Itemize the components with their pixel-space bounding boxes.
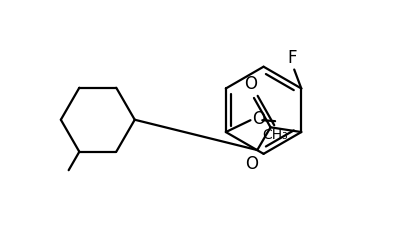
Text: O: O <box>245 154 258 172</box>
Text: F: F <box>287 49 297 67</box>
Text: O: O <box>244 75 257 93</box>
Text: CH₃: CH₃ <box>262 127 288 141</box>
Text: O: O <box>252 110 265 128</box>
